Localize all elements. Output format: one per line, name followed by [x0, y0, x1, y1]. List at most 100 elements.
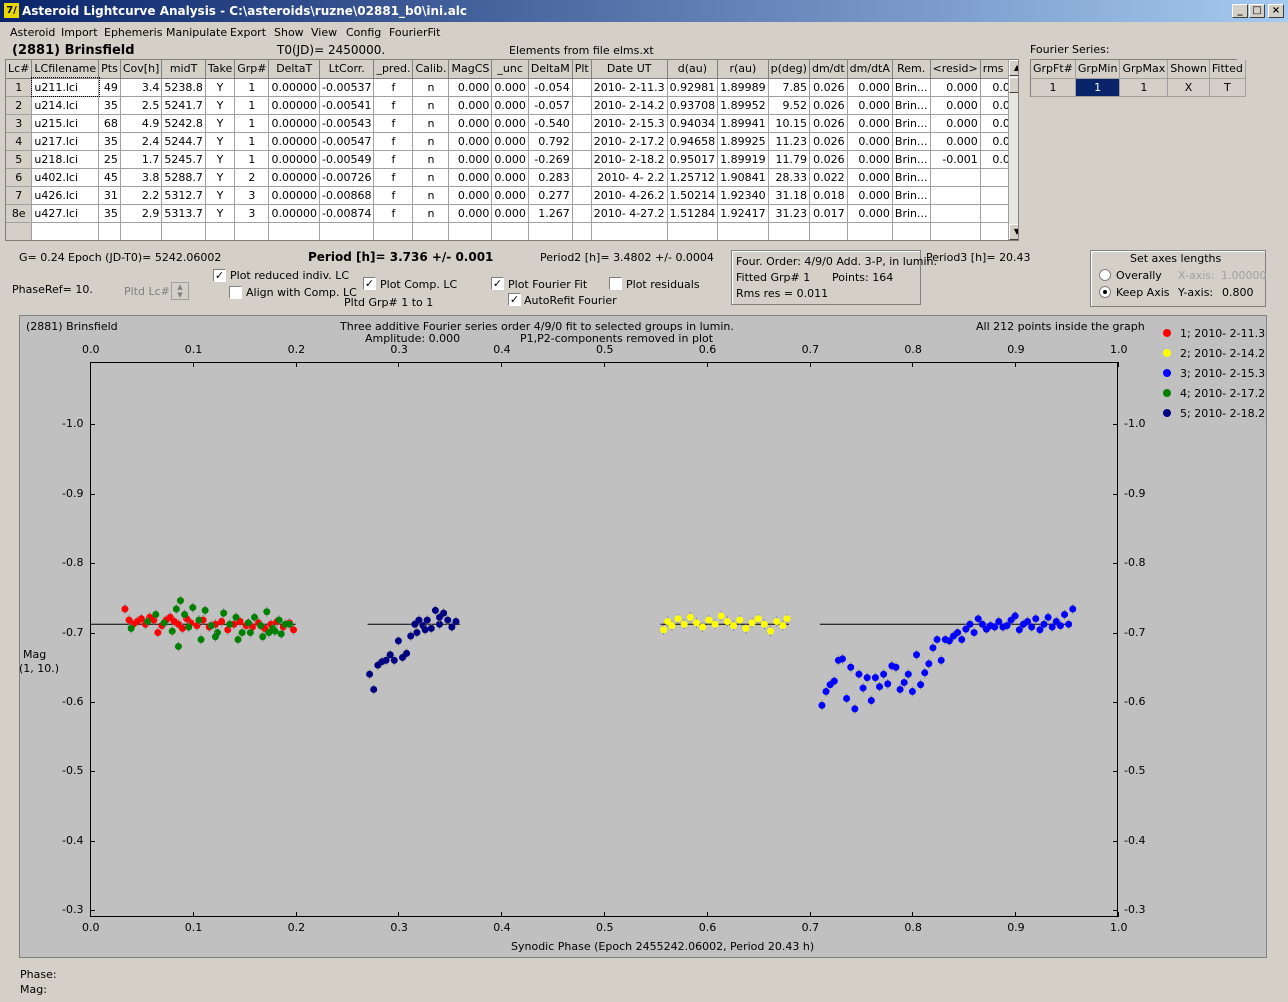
grid-cell[interactable]: 0.026	[809, 78, 848, 97]
grid-cell[interactable]: Y	[205, 150, 236, 169]
grid-col-header[interactable]: DeltaM	[528, 60, 573, 79]
grid-row[interactable]: 6 u402.lci 45 3.8 5288.7 Y 2 0.00000 -0.00726 f n 0…	[6, 168, 1018, 187]
scroll-thumb[interactable]	[1009, 77, 1018, 93]
grid-cell[interactable]: 2010- 4-26.2	[591, 186, 668, 205]
grid-cell[interactable]: Y	[205, 186, 236, 205]
grid-row[interactable]: 8e u427.lci 35 2.9 5313.7 Y 3 0.00000 -0.00874 f n…	[6, 204, 1018, 223]
fgrid-cell[interactable]: 1	[1031, 78, 1076, 97]
grid-cell[interactable]	[572, 114, 592, 133]
grid-cell[interactable]: 0.94034	[667, 114, 719, 133]
plot-panel[interactable]	[19, 315, 1267, 958]
grid-cell[interactable]: 0.000	[847, 96, 893, 115]
grid-col-header[interactable]: d(au)	[667, 60, 719, 79]
grid-cell-empty[interactable]	[572, 222, 592, 240]
grid-row[interactable]: 5 u218.lci 25 1.7 5245.7 Y 1 0.00000 -0.00549 f n 0…	[6, 150, 1018, 169]
grid-cell[interactable]: 0.00000	[268, 204, 320, 223]
menu-show[interactable]: Show	[274, 26, 304, 39]
grid-cell[interactable]: 0.000	[847, 204, 893, 223]
grid-cell[interactable]: 2010- 2-18.2	[591, 150, 668, 169]
grid-col-header[interactable]: <resid>	[930, 60, 981, 79]
grid-cell[interactable]: 0.000	[491, 96, 529, 115]
row-header-cell[interactable]: 1	[6, 78, 33, 97]
grid-cell[interactable]: 11.79	[768, 150, 810, 169]
y-axis-value[interactable]: 0.800	[1222, 286, 1254, 299]
grid-cell[interactable]: 0.000	[448, 186, 493, 205]
grid-cell[interactable]: -0.00543	[319, 114, 375, 133]
grid-cell[interactable]: -0.00549	[319, 150, 375, 169]
grid-cell[interactable]: 2010- 2-14.2	[591, 96, 668, 115]
menu-asteroid[interactable]: Asteroid	[10, 26, 56, 39]
grid-cell[interactable]: n	[412, 204, 450, 223]
lightcurve-grid[interactable]: Lc# LCfilename Pts Cov[h] midT Take Grp# DeltaT…	[5, 59, 1019, 241]
grid-cell[interactable]: 3	[234, 186, 270, 205]
grid-cell[interactable]: -0.001	[930, 150, 981, 169]
grid-cell[interactable]: f	[373, 150, 414, 169]
grid-cell[interactable]: 2010- 4- 2.2	[591, 168, 668, 187]
grid-cell[interactable]: f	[373, 168, 414, 187]
grid-cell[interactable]: 0.000	[491, 114, 529, 133]
grid-cell[interactable]: 0.026	[809, 114, 848, 133]
grid-cell[interactable]: 0.000	[491, 186, 529, 205]
grid-cell[interactable]	[572, 96, 592, 115]
grid-cell[interactable]	[572, 204, 592, 223]
menu-fourierfit[interactable]: FourierFit	[389, 26, 441, 39]
grid-cell[interactable]	[572, 78, 592, 97]
grid-cell[interactable]: 0.000	[448, 168, 493, 187]
grid-row[interactable]: 3 u215.lci 68 4.9 5242.8 Y 1 0.00000 -0.00543 f n 0…	[6, 114, 1018, 133]
grid-cell[interactable]: 2010- 2-17.2	[591, 132, 668, 151]
grid-cell[interactable]	[572, 168, 592, 187]
grid-cell[interactable]: 1.267	[528, 204, 573, 223]
grid-cell[interactable]: 0.00000	[268, 96, 320, 115]
grid-cell[interactable]: 1	[234, 78, 270, 97]
grid-cell[interactable]: 11.23	[768, 132, 810, 151]
grid-cell[interactable]: -0.00537	[319, 78, 375, 97]
grid-col-header[interactable]: _unc	[491, 60, 529, 79]
grid-cell[interactable]: 4.9	[120, 114, 163, 133]
grid-cell[interactable]: 0.000	[448, 204, 493, 223]
grid-cell[interactable]: 0.00000	[268, 132, 320, 151]
grid-cell[interactable]: 1.7	[120, 150, 163, 169]
grid-cell-empty[interactable]	[373, 222, 414, 240]
grid-cell[interactable]: 5238.8	[161, 78, 206, 97]
close-icon[interactable]: ×	[1268, 4, 1284, 18]
grid-cell[interactable]: -0.00868	[319, 186, 375, 205]
grid-cell[interactable]: 1	[234, 132, 270, 151]
grid-cell[interactable]: 0.000	[448, 150, 493, 169]
grid-cell[interactable]: 9.52	[768, 96, 810, 115]
menu-export[interactable]: Export	[230, 26, 267, 39]
maximize-icon[interactable]: □	[1249, 4, 1265, 18]
grid-row[interactable]: 7 u426.lci 31 2.2 5312.7 Y 3 0.00000 -0.00868 f n 0…	[6, 186, 1018, 205]
grid-col-header[interactable]: Pts	[98, 60, 121, 79]
grid-cell[interactable]: 0.000	[491, 204, 529, 223]
grid-cell[interactable]: 68	[98, 114, 121, 133]
fourier-series-grid[interactable]: GrpFt# GrpMin GrpMax Shown Fitted 1 1 1 …	[1030, 59, 1246, 97]
grid-cell[interactable]: Y	[205, 78, 236, 97]
grid-col-header[interactable]: midT	[161, 60, 206, 79]
grid-cell[interactable]: Brin...	[892, 114, 931, 133]
grid-cell-empty[interactable]	[319, 222, 375, 240]
grid-cell-empty[interactable]	[6, 222, 33, 240]
grid-cell[interactable]: 0.000	[847, 132, 893, 151]
row-header-cell[interactable]: 6	[6, 168, 33, 187]
fgrid-cell[interactable]: T	[1209, 78, 1246, 97]
grid-cell[interactable]: 5241.7	[161, 96, 206, 115]
fgrid-cell-selected[interactable]: 1	[1075, 78, 1121, 97]
grid-cell[interactable]: -0.540	[528, 114, 573, 133]
grid-col-header[interactable]: Plt	[572, 60, 592, 79]
grid-row[interactable]: 2 u214.lci 35 2.5 5241.7 Y 1 0.00000 -0.00541 f n 0…	[6, 96, 1018, 115]
grid-cell-empty[interactable]	[847, 222, 893, 240]
grid-cell-empty[interactable]	[768, 222, 810, 240]
minimize-icon[interactable]: _	[1232, 4, 1248, 18]
grid-cell-empty[interactable]	[268, 222, 320, 240]
grid-cell[interactable]: 0.00000	[268, 150, 320, 169]
menu-ephemeris[interactable]: Ephemeris	[104, 26, 163, 39]
grid-cell[interactable]: 0.792	[528, 132, 573, 151]
grid-cell[interactable]	[930, 204, 981, 223]
grid-cell[interactable]: Y	[205, 168, 236, 187]
grid-col-header[interactable]: DeltaT	[268, 60, 320, 79]
grid-cell-empty[interactable]	[98, 222, 121, 240]
grid-cell[interactable]: 0.026	[809, 132, 848, 151]
grid-cell[interactable]: 3.4	[120, 78, 163, 97]
grid-cell[interactable]: 0.022	[809, 168, 848, 187]
grid-col-header[interactable]: Rem.	[892, 60, 931, 79]
